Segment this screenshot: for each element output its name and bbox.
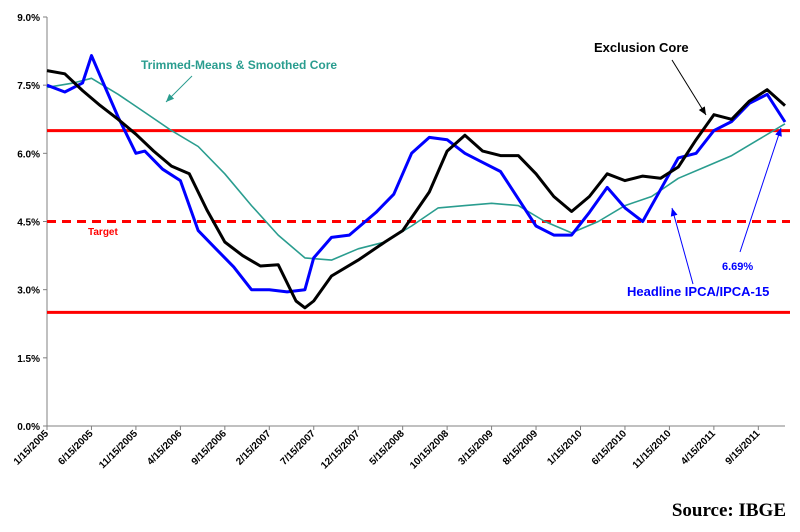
series-line-0 bbox=[46, 69, 786, 310]
x-tick-label: 4/15/2006 bbox=[145, 428, 185, 468]
annotation-1: Trimmed-Means & Smoothed Core bbox=[141, 58, 337, 72]
x-tick-label: 5/15/2008 bbox=[368, 428, 408, 468]
annotation-arrow-head-0 bbox=[698, 106, 706, 115]
annotation-arrow-line-3 bbox=[671, 207, 694, 285]
series-line-1 bbox=[46, 54, 787, 294]
annotation-2: Target bbox=[88, 227, 118, 238]
x-tick-label: 11/15/2005 bbox=[97, 428, 140, 471]
x-tick-label: 1/15/2005 bbox=[12, 428, 52, 468]
x-tick-label: 6/15/2005 bbox=[56, 428, 96, 468]
x-tick-label: 1/15/2010 bbox=[545, 428, 585, 468]
annotation-arrow-head-3 bbox=[670, 208, 678, 217]
x-tick-label: 8/15/2009 bbox=[501, 428, 541, 468]
y-tick-label: 4.5% bbox=[17, 218, 40, 229]
source-label: Source: IBGE bbox=[671, 500, 786, 521]
axes: 0.0%1.5%3.0%4.5%6.0%7.5%9.0%1/15/2005 6/1… bbox=[12, 13, 785, 472]
y-tick-label: 9.0% bbox=[17, 13, 40, 24]
annotation-arrow-line-2 bbox=[739, 127, 782, 253]
x-tick-label: 9/15/2011 bbox=[724, 428, 763, 467]
annotation-3: 6.69% bbox=[722, 261, 753, 273]
x-tick-label: 2/15/2007 bbox=[234, 428, 274, 468]
annotation-arrow-head-1 bbox=[166, 93, 175, 102]
annotation-0: Exclusion Core bbox=[594, 40, 689, 55]
x-tick-label: 3/15/2009 bbox=[456, 428, 496, 468]
y-tick-label: 7.5% bbox=[17, 81, 40, 92]
y-tick-label: 0.0% bbox=[17, 422, 40, 433]
x-tick-label: 12/15/2007 bbox=[319, 428, 362, 471]
annotations: Exclusion Core Trimmed-Means & Smoothed C… bbox=[88, 40, 782, 299]
y-tick-label: 6.0% bbox=[17, 149, 40, 160]
annotation-arrow-head-2 bbox=[775, 128, 782, 137]
x-tick-label: 7/15/2007 bbox=[279, 428, 319, 468]
x-tick-label: 6/15/2010 bbox=[590, 428, 630, 468]
y-tick-label: 3.0% bbox=[17, 286, 40, 297]
y-tick-label: 1.5% bbox=[17, 354, 40, 365]
series-lines bbox=[46, 54, 787, 310]
x-tick-label: 4/15/2011 bbox=[679, 428, 718, 467]
x-tick-label: 9/15/2006 bbox=[190, 428, 230, 468]
annotation-4: Headline IPCA/IPCA-15 bbox=[627, 284, 769, 299]
inflation-chart: 0.0%1.5%3.0%4.5%6.0%7.5%9.0%1/15/2005 6/1… bbox=[12, 13, 790, 472]
x-tick-label: 11/15/2010 bbox=[631, 428, 674, 471]
annotation-arrow-line-0 bbox=[671, 59, 707, 116]
x-tick-label: 10/15/2008 bbox=[408, 428, 451, 471]
